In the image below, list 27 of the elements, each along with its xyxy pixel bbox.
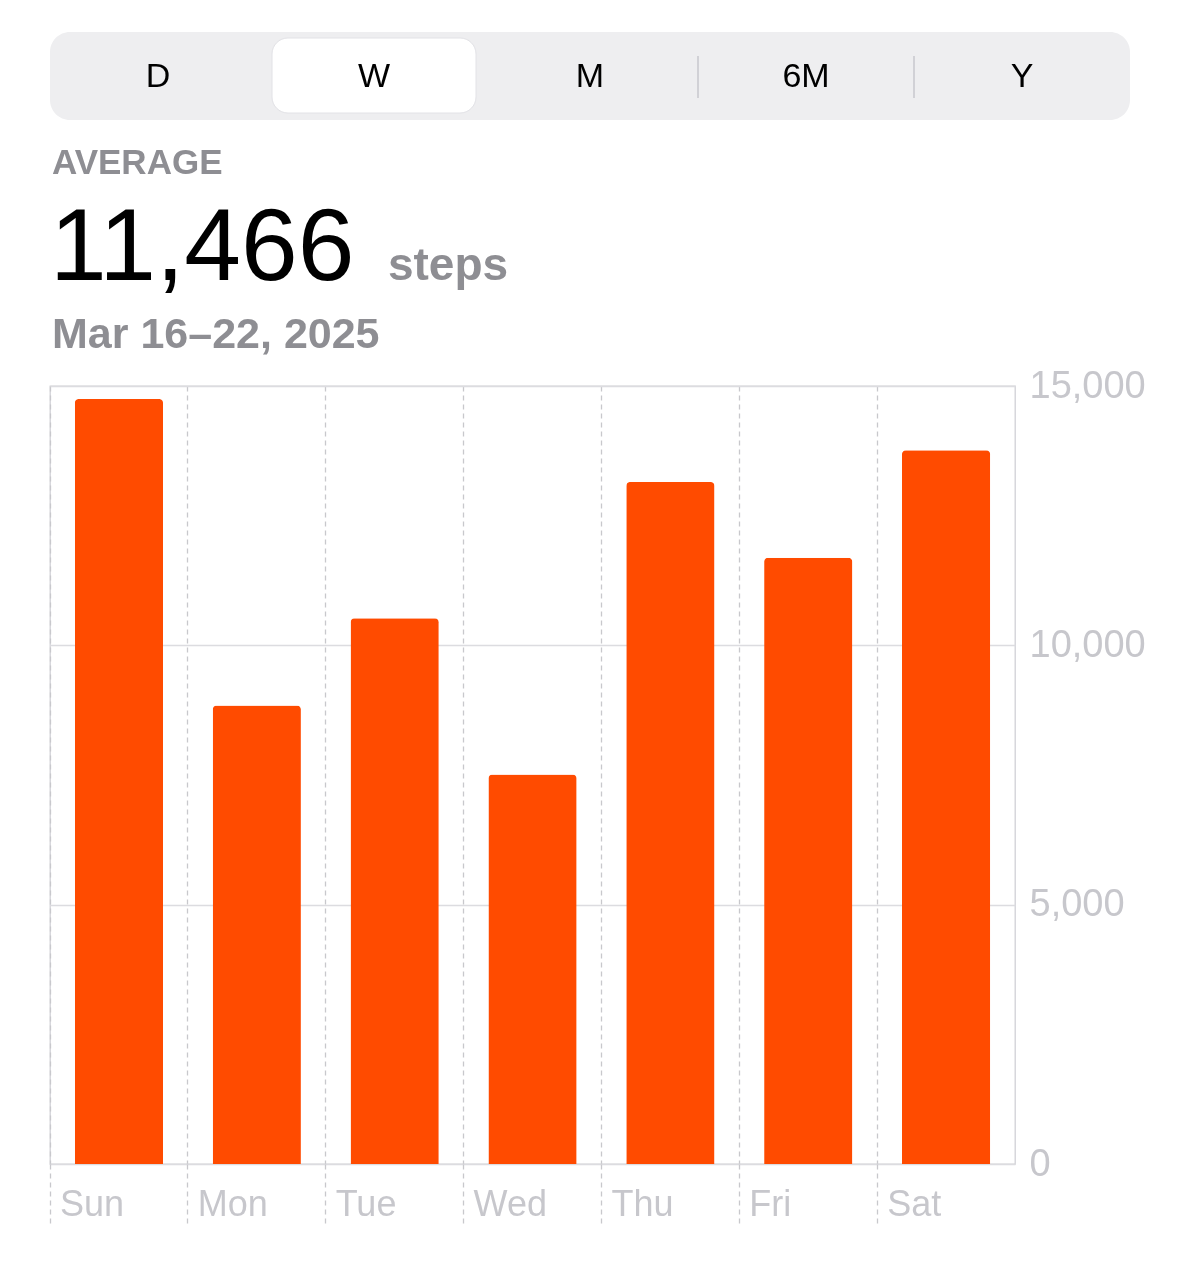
y-tick-label: 10,000 [1029, 622, 1146, 665]
bar [212, 705, 301, 1164]
x-tick-label: Fri [749, 1182, 792, 1224]
x-tick-label: Sat [887, 1182, 942, 1224]
text: M [575, 56, 605, 94]
y-tick-label: 15,000 [1029, 363, 1146, 406]
bar [901, 450, 991, 1164]
text: AVERAGE [52, 142, 223, 181]
text: 6M [782, 56, 830, 94]
chart-title: 11,466 [50, 188, 355, 302]
y-tick-label: 5,000 [1029, 882, 1125, 925]
text: Y [1010, 56, 1034, 94]
x-tick-label: Thu [611, 1182, 674, 1224]
x-tick-label: Sun [60, 1182, 125, 1224]
text: D [145, 56, 171, 94]
chart-subtitle: Mar 16–22, 2025 [52, 309, 380, 357]
bar [764, 557, 853, 1164]
bar [74, 398, 164, 1164]
y-tick-label: 0 [1029, 1141, 1051, 1184]
x-tick-label: Wed [473, 1182, 547, 1224]
text: W [357, 56, 391, 94]
text: steps [387, 238, 509, 290]
bar [350, 618, 439, 1164]
x-tick-label: Tue [335, 1182, 397, 1224]
bar [488, 774, 577, 1164]
bar [626, 481, 715, 1164]
x-tick-label: Mon [197, 1182, 268, 1224]
